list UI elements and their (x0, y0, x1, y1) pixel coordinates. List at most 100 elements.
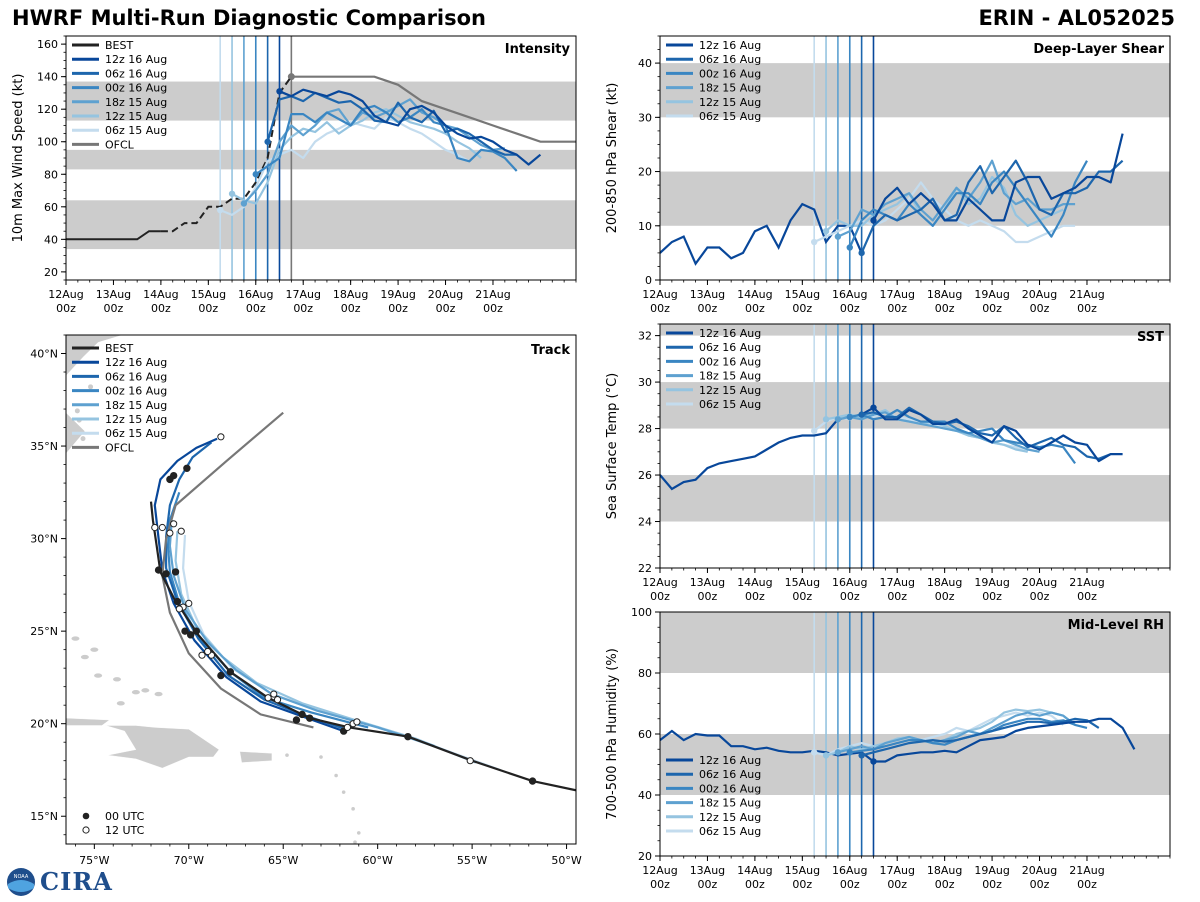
x-tick-label: 20Aug (1022, 576, 1057, 589)
series-line-4 (231, 108, 482, 205)
x-tick-label-time: 00z (887, 302, 907, 315)
legend-label-3: 00z 16 Aug (105, 82, 167, 95)
marker-12utc-3 (343, 723, 352, 731)
x-tick-label: 16Aug (832, 864, 867, 877)
x-tick-label-time: 00z (982, 590, 1002, 603)
x-tick-label: 19Aug (380, 288, 415, 301)
series-line-1 (861, 717, 1100, 757)
plot-area (66, 36, 576, 280)
panel-label: Track (531, 343, 570, 358)
series-start-point-1 (858, 411, 865, 418)
y-axis-label: 10m Max Wind Speed (kt) (11, 74, 26, 243)
land-island-5 (90, 647, 99, 652)
x-tick-label-time: 00z (840, 878, 860, 891)
x-tick-label: 15Aug (785, 864, 820, 877)
land-lesser-antilles-2 (334, 773, 338, 778)
y-tick-label: 24 (638, 516, 652, 529)
legend-label-2: 06z 16 Aug (105, 67, 167, 80)
x-tick-label: 18Aug (927, 864, 962, 877)
x-tick-label-time: 00z (887, 590, 907, 603)
panel-sst: 22242628303212Aug00z13Aug00z14Aug00z15Au… (605, 323, 1171, 603)
panel-label: SST (1137, 330, 1164, 345)
land-island-2 (116, 701, 125, 706)
series-start-point-4 (228, 190, 236, 197)
legend-label-4: 18z 15 Aug (105, 96, 167, 109)
x-tick-label-time: 00z (388, 302, 408, 315)
x-tick-label: 15Aug (191, 288, 226, 301)
x-tick-label-time: 00z (246, 302, 266, 315)
land-island-3 (141, 688, 150, 693)
y-tick-label: 15°N (30, 810, 58, 823)
x-tick-label-time: 00z (887, 878, 907, 891)
marker-12utc-14 (158, 523, 166, 532)
marker-00utc-1 (404, 732, 412, 741)
land-lesser-antilles-1 (319, 755, 323, 759)
x-tick-label: 17Aug (285, 288, 320, 301)
x-tick-label-time: 00z (935, 590, 955, 603)
y-tick-label: 140 (37, 71, 58, 84)
legend-label-5: 12z 15 Aug (105, 110, 167, 123)
legend-label-0: 12z 16 Aug (699, 754, 761, 767)
y-tick-label: 60 (638, 728, 652, 741)
best-line-dashed (160, 76, 293, 233)
marker-12utc-12 (185, 599, 193, 607)
x-tick-label: 12Aug (642, 576, 677, 589)
land-hispaniola (105, 725, 220, 769)
x-tick-label: 13Aug (96, 288, 131, 301)
legend-label-1: 06z 16 Aug (699, 768, 761, 781)
y-tick-label: 80 (44, 168, 58, 181)
marker-12utc-11 (175, 605, 183, 613)
lead-in-line (660, 202, 863, 266)
marker-00utc-9 (186, 631, 195, 639)
x-tick-label: 21Aug (1069, 576, 1104, 589)
marker-00utc-13 (162, 570, 170, 578)
series-start-point-5 (810, 427, 818, 435)
legend-label-1: 12z 16 Aug (105, 53, 167, 66)
legend-marker-00utc (82, 812, 90, 820)
legend-label-4: 12z 15 Aug (699, 811, 761, 824)
land-island-8 (154, 691, 163, 697)
x-tick-label: 17Aug (879, 288, 914, 301)
x-tick-label: 55°W (457, 854, 487, 867)
marker-12utc-13 (151, 523, 159, 532)
legend-label-5: 06z 15 Aug (699, 110, 761, 123)
marker-00utc-8 (192, 627, 201, 635)
x-tick-label-time: 00z (698, 302, 718, 315)
series-start-point-5 (216, 206, 224, 214)
plot-area (660, 324, 1170, 568)
series-start-point-3 (240, 200, 248, 207)
legend-label-3: 00z 16 Aug (105, 385, 167, 398)
land-lesser-antilles-5 (356, 831, 361, 835)
x-tick-label-time: 00z (745, 878, 765, 891)
x-tick-label-time: 00z (840, 302, 860, 315)
x-tick-label-time: 00z (1077, 878, 1097, 891)
series-start-point-4 (822, 228, 830, 235)
legend-label-4: 18z 15 Aug (105, 399, 167, 412)
x-tick-label-time: 00z (1030, 590, 1050, 603)
y-tick-label: 160 (37, 38, 58, 51)
series-line-0 (279, 88, 542, 166)
land-lesser-antilles-0 (285, 753, 289, 757)
y-axis-label: 700-500 hPa Humidity (%) (605, 648, 620, 820)
legend-label-2: 06z 16 Aug (105, 370, 167, 383)
x-tick-label-time: 00z (935, 878, 955, 891)
marker-12utc-8 (204, 647, 212, 656)
y-tick-label: 26 (638, 469, 652, 482)
x-tick-label-time: 00z (745, 302, 765, 315)
marker-00utc-5 (292, 716, 301, 724)
series-start-point-2 (252, 171, 259, 178)
x-tick-label-time: 00z (1030, 878, 1050, 891)
x-tick-label: 12Aug (642, 864, 677, 877)
threshold-band-1 (660, 63, 1170, 118)
land-coast-island-1 (80, 436, 86, 442)
track-run-1 (165, 441, 346, 731)
x-tick-label: 14Aug (737, 864, 772, 877)
y-tick-label: 100 (631, 606, 652, 619)
marker-12utc-2 (353, 718, 361, 726)
x-tick-label-time: 00z (698, 590, 718, 603)
track-run-5 (182, 534, 501, 772)
x-tick-label: 13Aug (690, 576, 725, 589)
x-tick-label: 12Aug (642, 288, 677, 301)
series-line-0 (872, 406, 1123, 463)
